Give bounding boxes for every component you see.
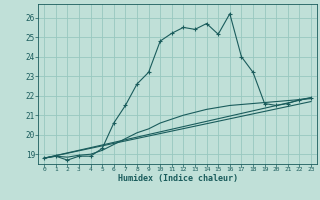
X-axis label: Humidex (Indice chaleur): Humidex (Indice chaleur) bbox=[118, 174, 238, 183]
